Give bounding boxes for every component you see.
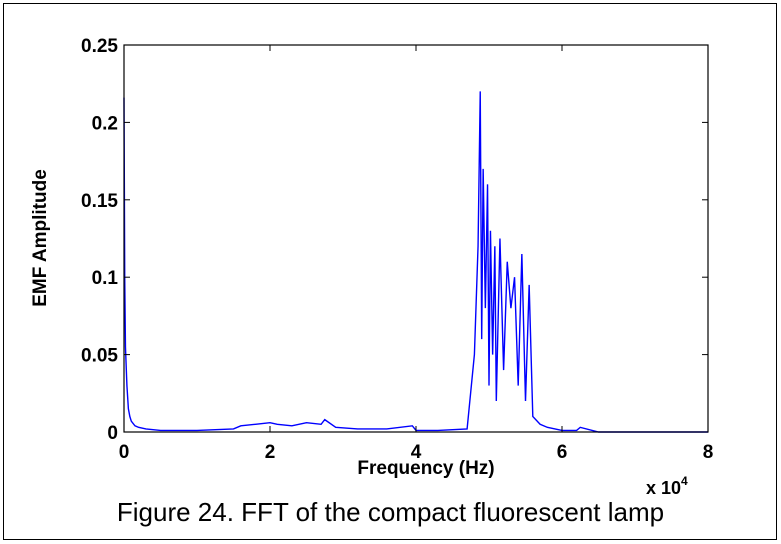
x-axis-multiplier: x 104 bbox=[646, 474, 688, 498]
series-line-0 bbox=[123, 91, 708, 433]
y-tick-label: 0.15 bbox=[81, 191, 118, 212]
x-tick-label: 0 bbox=[119, 442, 130, 463]
x-tick-label: 2 bbox=[265, 442, 276, 463]
x-axis-multiplier-exponent: 4 bbox=[681, 474, 688, 488]
y-tick-label: 0.05 bbox=[81, 346, 118, 367]
y-tick-label: 0.2 bbox=[92, 113, 118, 134]
plot-area bbox=[123, 91, 708, 433]
x-tick-label: 8 bbox=[703, 442, 714, 463]
x-axis-multiplier-base: x 10 bbox=[646, 478, 681, 498]
y-tick-label: 0.25 bbox=[81, 36, 118, 57]
y-tick-label: 0.1 bbox=[92, 268, 119, 289]
y-tick-label: 0 bbox=[107, 423, 118, 444]
axes-box bbox=[123, 44, 709, 433]
x-axis-label: Frequency (Hz) bbox=[357, 458, 494, 479]
x-tick-label: 4 bbox=[411, 442, 422, 463]
figure-frame bbox=[3, 3, 777, 540]
figure-caption: Figure 24. FFT of the compact fluorescen… bbox=[116, 497, 665, 527]
y-axis-label: EMF Amplitude bbox=[30, 169, 51, 307]
x-tick-label: 6 bbox=[557, 442, 568, 463]
axes: 0 2 4 6 8 0 0.05 0.1 0.15 0.2 0.25 bbox=[81, 36, 713, 463]
